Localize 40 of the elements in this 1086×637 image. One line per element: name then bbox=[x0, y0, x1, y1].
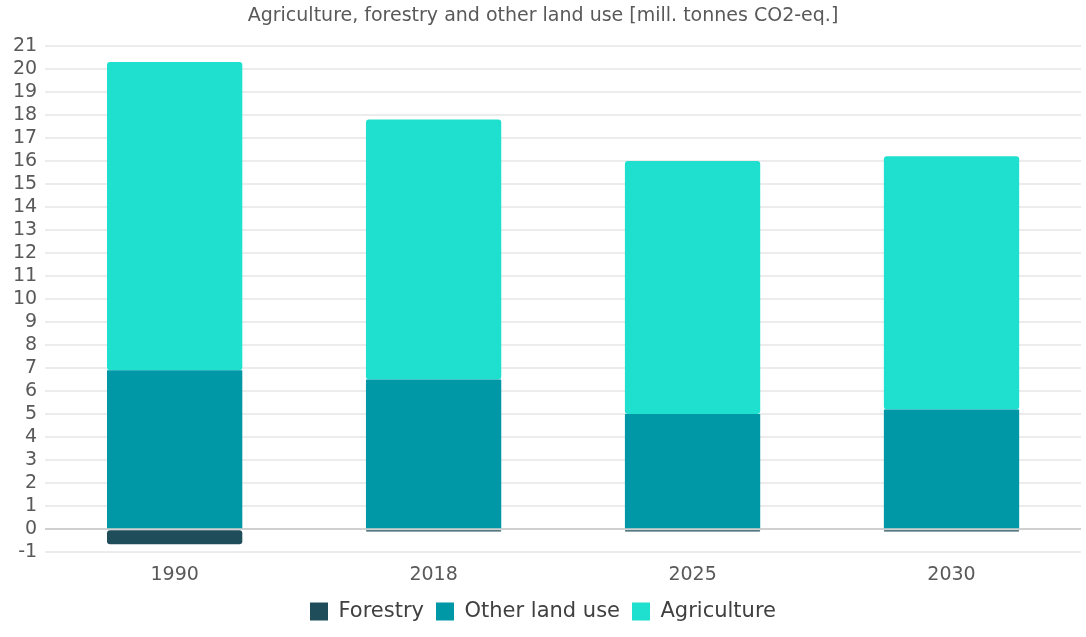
y-tick-label: 20 bbox=[12, 55, 38, 78]
y-tick-label: 12 bbox=[12, 239, 38, 262]
y-tick-label: 2 bbox=[25, 470, 38, 493]
x-tick-label: 2025 bbox=[668, 561, 717, 584]
y-tick-label: 0 bbox=[25, 516, 38, 539]
y-tick-label: 14 bbox=[12, 193, 38, 216]
legend-label: Agriculture bbox=[660, 597, 776, 622]
legend-label: Other land use bbox=[464, 597, 621, 622]
bar bbox=[883, 156, 1020, 410]
bar bbox=[107, 530, 243, 545]
bar bbox=[624, 160, 761, 415]
y-tick-label: 21 bbox=[12, 32, 38, 55]
bar bbox=[107, 370, 243, 529]
x-tick-label: 2018 bbox=[409, 561, 458, 584]
chart-title: Agriculture, forestry and other land use [mill. tonnes CO2-eq.] bbox=[247, 3, 839, 26]
y-tick-label: 4 bbox=[25, 424, 38, 447]
y-tick-label: 15 bbox=[12, 170, 38, 193]
y-tick-label: 10 bbox=[12, 285, 38, 308]
y-tick-label: 19 bbox=[12, 78, 38, 101]
y-tick-label: 6 bbox=[25, 378, 38, 401]
y-tick-label: 3 bbox=[25, 447, 38, 470]
y-tick-label: 11 bbox=[12, 262, 38, 285]
legend-label: Forestry bbox=[338, 597, 425, 622]
y-tick-label: 16 bbox=[12, 147, 38, 170]
y-tick-label: 8 bbox=[25, 331, 38, 354]
bar bbox=[624, 414, 761, 529]
bar bbox=[365, 379, 502, 529]
x-tick-label: 1990 bbox=[150, 561, 199, 584]
x-tick-label: 2030 bbox=[927, 561, 976, 584]
bar bbox=[107, 61, 243, 371]
y-tick-label: 5 bbox=[25, 401, 38, 424]
y-tick-label: 17 bbox=[12, 124, 38, 147]
y-tick-label: -1 bbox=[18, 539, 38, 562]
y-tick-label: 18 bbox=[12, 101, 38, 124]
bar bbox=[883, 409, 1020, 529]
y-tick-label: 9 bbox=[25, 308, 38, 331]
y-tick-label: 1 bbox=[25, 493, 38, 516]
bar bbox=[365, 119, 502, 380]
y-tick-label: 7 bbox=[25, 354, 38, 377]
y-tick-label: 13 bbox=[12, 216, 38, 239]
